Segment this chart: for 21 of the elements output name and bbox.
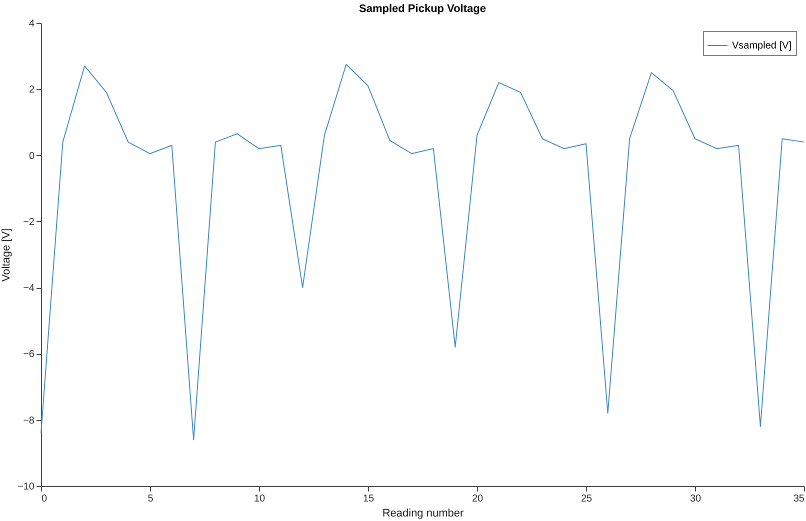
y-tick-label: 2 <box>28 84 35 96</box>
x-axis-title: Reading number <box>382 508 464 520</box>
y-tick-label: −2 <box>23 216 35 228</box>
x-tick-label: 25 <box>580 494 592 504</box>
line-series <box>40 64 804 440</box>
x-tick-label: 0 <box>42 494 48 504</box>
x-tick-label: 35 <box>793 494 805 504</box>
y-tick-label: −6 <box>23 349 35 360</box>
x-tick-label: 30 <box>690 494 702 504</box>
y-axis-title: Voltage [V] <box>0 228 13 282</box>
x-tick-label: 20 <box>472 494 484 504</box>
x-tick-label: 10 <box>254 494 266 504</box>
y-tick-label: −10 <box>18 482 35 492</box>
y-tick-label: 4 <box>28 18 35 30</box>
legend-label: Vsampled [V] <box>732 40 792 52</box>
y-tick-label: −8 <box>23 415 35 426</box>
y-tick-label: −4 <box>23 283 35 294</box>
x-tick-label: 15 <box>362 494 374 504</box>
x-tick-label: 5 <box>148 494 154 504</box>
y-tick-label: 0 <box>28 150 35 162</box>
chart-title: Sampled Pickup Voltage <box>359 3 486 15</box>
